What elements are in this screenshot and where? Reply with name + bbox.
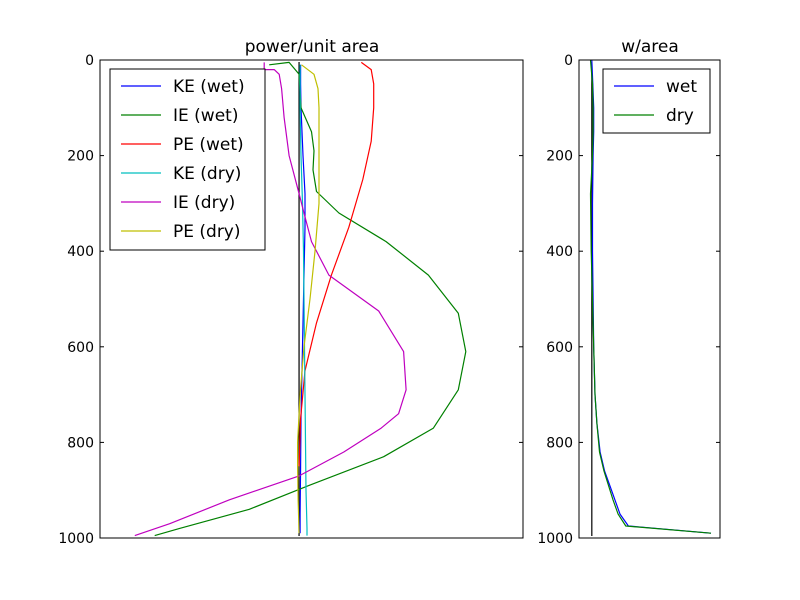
- power-ytick-label-400: 400: [67, 244, 94, 260]
- power-series-group: [134, 61, 467, 537]
- w-legend-box: [602, 68, 711, 134]
- w-plot-frame: [578, 59, 721, 539]
- legend-label-ie-wet: IE (wet): [173, 106, 238, 126]
- power-legend: KE (wet) IE (wet) PE (wet) KE (dry) IE (…: [109, 68, 266, 251]
- w-panel-title: w/area: [621, 37, 679, 57]
- series-line-dry: [589, 59, 712, 534]
- w-legend: wet dry: [602, 68, 711, 134]
- legend-label-pe-dry: PE (dry): [173, 222, 241, 242]
- power-ytick-label-200: 200: [67, 149, 94, 165]
- w-ytick-label-0: 0: [564, 53, 573, 69]
- power-y-axis: 0 200 400 600 800 1000: [58, 53, 523, 547]
- power-ytick-label-600: 600: [67, 340, 94, 356]
- legend-label-ie-dry: IE (dry): [173, 193, 235, 213]
- legend-label-dry: dry: [666, 106, 694, 126]
- w-ytick-label-400: 400: [546, 244, 573, 260]
- power-legend-box: [109, 68, 266, 251]
- power-ytick-label-800: 800: [67, 435, 94, 451]
- w-ytick-label-800: 800: [546, 435, 573, 451]
- w-y-axis: 0 200 400 600 800 1000: [537, 53, 720, 547]
- w-panel: w/area 0 200 400 600 800 1000 wet dry: [537, 37, 721, 547]
- w-ytick-label-1000: 1000: [537, 531, 573, 547]
- legend-label-ke-wet: KE (wet): [173, 77, 245, 97]
- w-series-group: [589, 59, 712, 536]
- legend-label-wet: wet: [666, 77, 697, 97]
- power-plot-frame: [99, 59, 524, 539]
- legend-label-pe-wet: PE (wet): [173, 135, 244, 155]
- w-ytick-label-600: 600: [546, 340, 573, 356]
- series-line-ie-wet: [154, 61, 467, 537]
- power-panel-title: power/unit area: [245, 37, 380, 57]
- power-panel: power/unit area 0 200 400 600 800 1000 KE (we…: [58, 37, 524, 547]
- power-ytick-label-0: 0: [85, 53, 94, 69]
- series-line-ke-dry: [299, 64, 308, 536]
- legend-label-ke-dry: KE (dry): [173, 164, 241, 184]
- series-line-pe-dry: [297, 64, 320, 534]
- power-ytick-label-1000: 1000: [58, 531, 94, 547]
- w-ytick-label-200: 200: [546, 149, 573, 165]
- series-line-ie-dry: [134, 62, 407, 537]
